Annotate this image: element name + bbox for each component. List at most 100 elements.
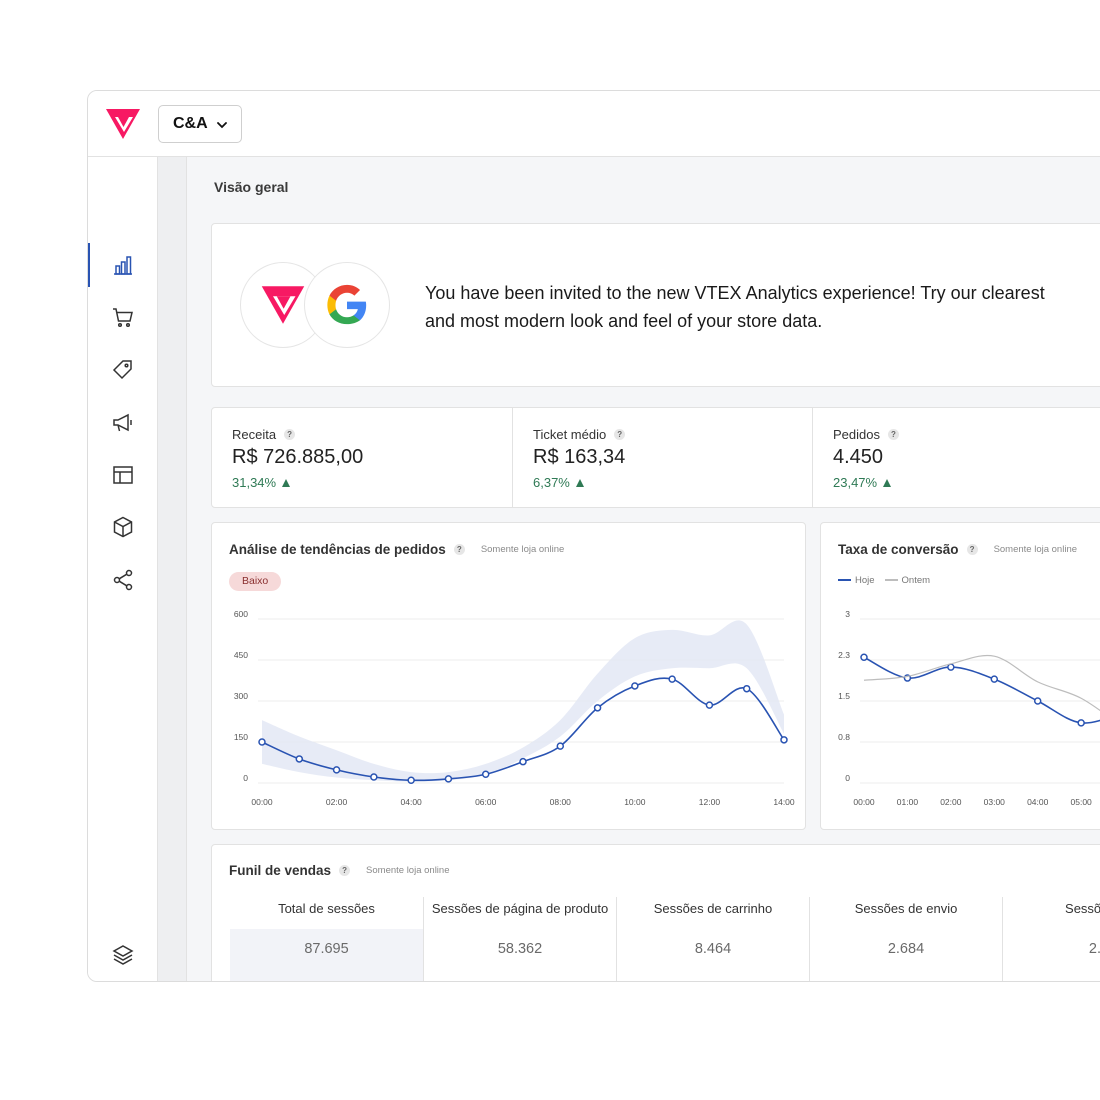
funnel-value: 58.362 (497, 941, 543, 957)
help-icon[interactable]: ? (453, 544, 465, 555)
chart-title: Análise de tendências de pedidos (229, 542, 446, 557)
kpi-orders: Pedidos? 4.450 23,47% (812, 408, 1100, 507)
sidebar-item-storefront[interactable] (88, 453, 158, 497)
y-tick-label: 450 (234, 650, 248, 660)
help-icon[interactable]: ? (284, 429, 296, 440)
funnel-value: 2.5 (1088, 941, 1100, 957)
x-tick-label: 04:00 (401, 797, 423, 807)
confidence-band (262, 620, 784, 782)
kpi-label: Ticket médio (533, 427, 607, 442)
google-badge (304, 262, 390, 348)
x-tick-label: 12:00 (699, 797, 721, 807)
y-tick-label: 0.8 (838, 732, 850, 742)
data-point (481, 770, 490, 779)
funnel-column: Sessões de envio 2.684 (809, 897, 1002, 981)
funnel-label: Sessões de página de produto (431, 901, 609, 916)
data-point (1033, 697, 1042, 705)
bar-chart-icon (114, 256, 132, 275)
data-point (556, 742, 565, 750)
sidebar-item-catalog[interactable] (88, 505, 158, 549)
data-point (742, 684, 751, 693)
chart-legend: Hoje Ontem (838, 575, 930, 586)
sidebar-item-orders[interactable] (88, 295, 158, 339)
help-icon[interactable]: ? (339, 865, 351, 876)
series-line-ontem (863, 654, 1100, 712)
kpi-row: Receita? R$ 726.885,00 31,34% Ticket méd… (211, 407, 1100, 508)
kpi-value: R$ 726.885,00 (232, 446, 364, 468)
data-point (258, 738, 266, 746)
x-tick-label: 04:00 (1027, 797, 1049, 807)
x-tick-label: 10:00 (624, 797, 646, 807)
x-tick-label: 03:00 (984, 797, 1006, 807)
sidebar-item-integrations[interactable] (88, 558, 158, 602)
data-point (860, 653, 868, 662)
funnel-label: Sessões de envio (854, 901, 958, 916)
kpi-label: Receita (232, 427, 277, 442)
funnel-value: 8.464 (694, 941, 732, 957)
banner-message: You have been invited to the new VTEX An… (425, 283, 1045, 331)
data-point (295, 755, 304, 763)
box-icon (113, 516, 133, 538)
chart-subtitle: Somente loja online (366, 865, 450, 876)
layout-icon (113, 466, 133, 484)
data-point (990, 675, 999, 683)
y-tick-label: 300 (234, 691, 248, 701)
chart-subtitle: Somente loja online (993, 544, 1078, 555)
funnel-value: 2.684 (887, 941, 925, 957)
kpi-average-ticket: Ticket médio? R$ 163,34 6,37% (512, 408, 812, 507)
legend-item-today[interactable]: Hoje (838, 575, 875, 586)
arrow-up-icon (575, 478, 584, 487)
data-point (407, 776, 415, 785)
legend-label: Hoje (855, 575, 875, 586)
sidebar-item-analytics[interactable] (88, 243, 158, 287)
legend-item-yesterday[interactable]: Ontem (884, 575, 931, 586)
y-tick-label: 3 (845, 609, 850, 619)
x-tick-label: 14:00 (773, 797, 795, 807)
kpi-delta: 23,47% (833, 475, 878, 490)
funnel-column: Sessões de carrinho 8.464 (616, 897, 809, 981)
trend-badge: Baixo (229, 572, 282, 591)
help-icon[interactable]: ? (614, 429, 626, 440)
orders-trend-chart: 0 150 300 450 600 00:00 02:00 04:00 06:00 08:00 10… (234, 609, 795, 807)
data-point (1077, 719, 1085, 727)
tag-icon (112, 360, 132, 380)
data-point (947, 663, 955, 671)
data-point (780, 736, 788, 744)
x-tick-label: 08:00 (550, 797, 572, 807)
y-tick-label: 0 (243, 773, 248, 783)
x-tick-label: 00:00 (251, 797, 273, 807)
vtex-logo[interactable] (105, 108, 141, 140)
sidebar-item-promotions[interactable] (88, 348, 158, 392)
sidebar (88, 157, 158, 981)
chart-title: Funil de vendas (229, 863, 332, 878)
y-tick-label: 600 (234, 609, 248, 619)
series-line-hoje (863, 656, 1100, 724)
funnel-column: Sessões de página de produto 58.362 (423, 897, 616, 981)
sidebar-item-apps[interactable] (88, 933, 158, 977)
data-point (668, 675, 676, 683)
share-icon (113, 569, 133, 591)
kpi-delta: 31,34% (232, 475, 277, 490)
chart-subtitle: Somente loja online (480, 544, 565, 555)
y-tick-label: 2.3 (838, 650, 850, 660)
megaphone-icon (113, 413, 132, 432)
y-tick-label: 1.5 (838, 691, 850, 701)
x-tick-label: 05:00 (1071, 797, 1093, 807)
help-icon[interactable]: ? (887, 429, 899, 440)
store-selector[interactable]: C&A (158, 105, 242, 143)
vtex-logo-icon (261, 286, 305, 324)
kpi-label: Pedidos (833, 427, 880, 442)
sidebar-secondary-panel (158, 157, 187, 981)
data-point (705, 701, 714, 709)
y-tick-label: 150 (234, 732, 248, 742)
x-tick-label: 02:00 (940, 797, 962, 807)
legend-label: Ontem (901, 575, 931, 586)
data-point (370, 773, 378, 781)
funnel-value: 87.695 (230, 929, 423, 981)
data-point (332, 766, 341, 774)
x-tick-label: 02:00 (326, 797, 348, 807)
funnel-label: Total de sessões (278, 901, 375, 916)
sidebar-item-marketing[interactable] (88, 400, 158, 444)
help-icon[interactable]: ? (966, 544, 978, 555)
funnel-column: Total de sessões 87.695 (230, 897, 423, 981)
